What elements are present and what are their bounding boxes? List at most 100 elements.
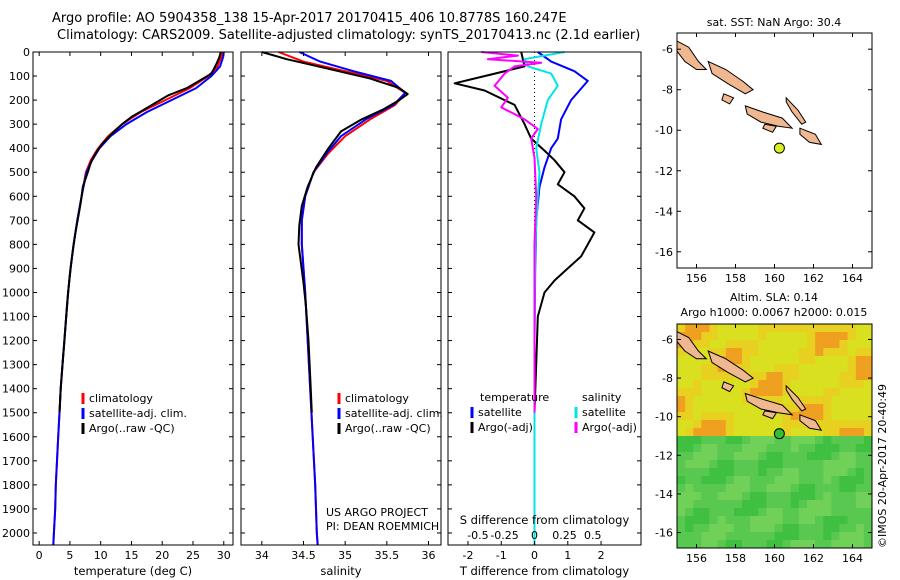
sla-cell bbox=[774, 516, 784, 525]
sla-cell bbox=[774, 372, 784, 381]
sla-cell bbox=[815, 332, 824, 341]
sla-cell bbox=[750, 508, 759, 517]
sla-cell bbox=[839, 460, 849, 469]
sla-cell bbox=[693, 396, 702, 405]
sla-cell bbox=[717, 388, 727, 397]
sla-cell bbox=[831, 532, 840, 541]
sla-cell bbox=[758, 460, 767, 469]
sla-cell bbox=[750, 476, 759, 485]
depth-tick-label: 1400 bbox=[2, 383, 30, 396]
sla-cell bbox=[717, 332, 727, 341]
sla-cell bbox=[766, 396, 775, 405]
sla-cell bbox=[823, 532, 832, 541]
sla-cell bbox=[774, 356, 784, 365]
sla-cell bbox=[798, 340, 808, 349]
sla-cell bbox=[717, 444, 727, 453]
sla-cell bbox=[701, 484, 710, 493]
sla-cell bbox=[782, 396, 792, 405]
land-island bbox=[707, 350, 755, 383]
sla-cell bbox=[839, 468, 849, 477]
map-title-line2: Argo h1000: 0.0067 h2000: 0.015 bbox=[681, 306, 868, 319]
sla-cell bbox=[815, 356, 824, 365]
x-tick-label: 10 bbox=[94, 549, 108, 562]
sla-cell bbox=[733, 332, 743, 341]
legend-label: Argo(..raw -QC) bbox=[89, 422, 175, 435]
sla-cell bbox=[758, 388, 767, 397]
sla-cell bbox=[823, 524, 832, 533]
sla-cell bbox=[693, 532, 702, 541]
sla-cell bbox=[863, 484, 873, 493]
series-line-temperature-argo-adj- bbox=[453, 51, 596, 413]
sla-cell bbox=[839, 412, 849, 421]
sla-cell bbox=[766, 460, 775, 469]
sla-cell bbox=[677, 428, 686, 437]
sla-cell bbox=[733, 452, 743, 461]
sla-cell bbox=[855, 372, 865, 381]
y-tick-label: -14 bbox=[655, 488, 673, 501]
sla-cell bbox=[685, 524, 694, 533]
sla-cell bbox=[782, 380, 792, 389]
sla-cell bbox=[790, 356, 800, 365]
sla-cell bbox=[742, 404, 751, 413]
sla-cell bbox=[807, 460, 816, 469]
sla-cell bbox=[750, 428, 759, 437]
sla-cell bbox=[725, 372, 735, 381]
sla-cell bbox=[807, 524, 816, 533]
sla-cell bbox=[766, 540, 775, 549]
sla-cell bbox=[677, 356, 686, 365]
sla-cell bbox=[855, 516, 865, 525]
sla-cell bbox=[709, 364, 719, 373]
sla-cell bbox=[863, 452, 873, 461]
sla-cell bbox=[855, 348, 865, 357]
sla-cell bbox=[782, 412, 792, 421]
sla-cell bbox=[863, 348, 873, 357]
sla-cell bbox=[701, 516, 710, 525]
sla-cell bbox=[807, 428, 816, 437]
sla-cell bbox=[766, 364, 775, 373]
sla-cell bbox=[677, 436, 686, 445]
sla-cell bbox=[790, 340, 800, 349]
sla-cell bbox=[758, 500, 767, 509]
y-tick-label: -14 bbox=[655, 205, 673, 218]
sla-cell bbox=[693, 492, 702, 501]
legend-label: climatology bbox=[89, 392, 153, 405]
depth-tick-label: 1700 bbox=[2, 455, 30, 468]
sla-cell bbox=[839, 476, 849, 485]
sla-cell bbox=[798, 348, 808, 357]
sla-cell bbox=[815, 492, 824, 501]
sla-cell bbox=[725, 396, 735, 405]
sla-cell bbox=[725, 356, 735, 365]
sla-cell bbox=[839, 364, 849, 373]
sla-cell bbox=[766, 532, 775, 541]
sla-cell bbox=[855, 364, 865, 373]
sla-cell bbox=[847, 540, 857, 549]
series-line-satellite-adj-clim- bbox=[52, 51, 225, 546]
sla-cell bbox=[847, 324, 857, 333]
y-tick-label: -10 bbox=[655, 124, 673, 137]
sla-cell bbox=[839, 372, 849, 381]
sla-cell bbox=[807, 364, 816, 373]
sla-cell bbox=[742, 380, 751, 389]
sla-cell bbox=[685, 444, 694, 453]
sla-map-panel: 156 158 160 162 164 -6 -8 -10 -12 -14 -16 Altim. SL… bbox=[655, 291, 873, 565]
sla-cell bbox=[831, 540, 840, 549]
sla-cell bbox=[766, 476, 775, 485]
x-tick-label: 164 bbox=[842, 272, 863, 285]
sla-cell bbox=[807, 444, 816, 453]
x-tick-label: 2 bbox=[598, 549, 605, 562]
sla-cell bbox=[798, 396, 808, 405]
sla-cell bbox=[758, 412, 767, 421]
sla-cell bbox=[758, 380, 767, 389]
sla-cell bbox=[831, 484, 840, 493]
sla-cell bbox=[677, 396, 686, 405]
sla-cell bbox=[815, 476, 824, 485]
sla-cell bbox=[774, 460, 784, 469]
sla-cell bbox=[701, 388, 710, 397]
sla-cell bbox=[725, 516, 735, 525]
sla-cell bbox=[815, 484, 824, 493]
sla-cell bbox=[863, 540, 873, 549]
sla-cell bbox=[677, 524, 686, 533]
sla-cell bbox=[831, 476, 840, 485]
sla-cell bbox=[677, 476, 686, 485]
